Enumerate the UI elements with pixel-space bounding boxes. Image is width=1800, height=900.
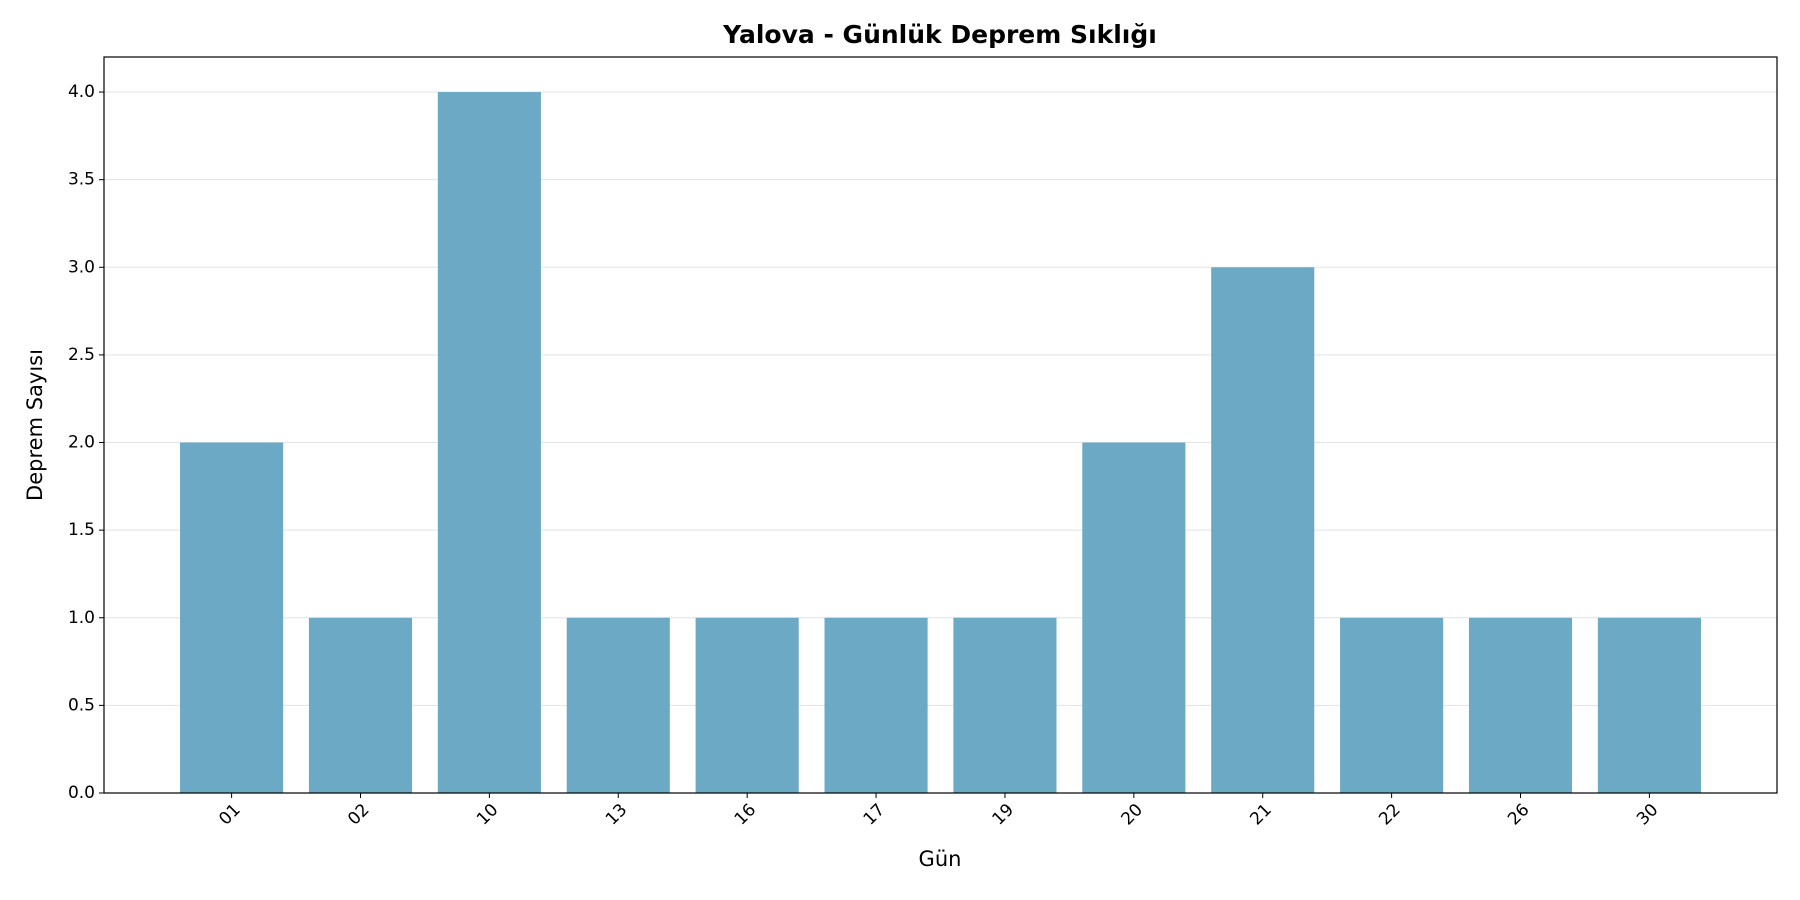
bar (1082, 442, 1186, 793)
bar (1597, 617, 1701, 793)
bar (180, 442, 284, 793)
x-tick-label: 02 (344, 800, 373, 829)
x-tick-label: 22 (1375, 800, 1404, 829)
x-tick-label: 21 (1246, 800, 1275, 829)
bar (1211, 267, 1315, 793)
y-tick-label: 0.5 (68, 695, 95, 715)
y-tick-label: 0.0 (68, 783, 95, 803)
x-tick-label: 10 (473, 800, 502, 829)
x-tick-label: 01 (215, 800, 244, 829)
bar (566, 617, 670, 793)
x-tick-label: 16 (731, 800, 760, 829)
y-tick-label: 4.0 (68, 82, 95, 102)
x-tick-label: 30 (1633, 800, 1662, 829)
x-axis-label: Gün (919, 847, 962, 871)
y-tick-label: 2.0 (68, 433, 95, 453)
x-tick-label: 13 (602, 800, 631, 829)
y-axis-label: Deprem Sayısı (23, 349, 47, 501)
bar (1468, 617, 1573, 793)
bar (953, 617, 1057, 793)
bar (437, 92, 541, 794)
y-tick-label: 1.0 (68, 608, 95, 628)
x-tick-label: 17 (860, 800, 889, 829)
bar (824, 617, 928, 793)
x-tick-label: 20 (1117, 800, 1146, 829)
bar (695, 617, 799, 793)
y-tick-label: 3.5 (68, 170, 95, 190)
plot-frame (103, 56, 1778, 794)
y-tick-label: 3.0 (68, 257, 95, 277)
x-tick-label: 26 (1504, 800, 1533, 829)
x-tick-label: 19 (989, 800, 1018, 829)
y-tick-label: 2.5 (68, 345, 95, 365)
chart-title: Yalova - Günlük Deprem Sıklığı (722, 20, 1157, 49)
bar (1340, 617, 1444, 793)
y-tick-label: 1.5 (68, 520, 95, 540)
bar (308, 617, 413, 793)
